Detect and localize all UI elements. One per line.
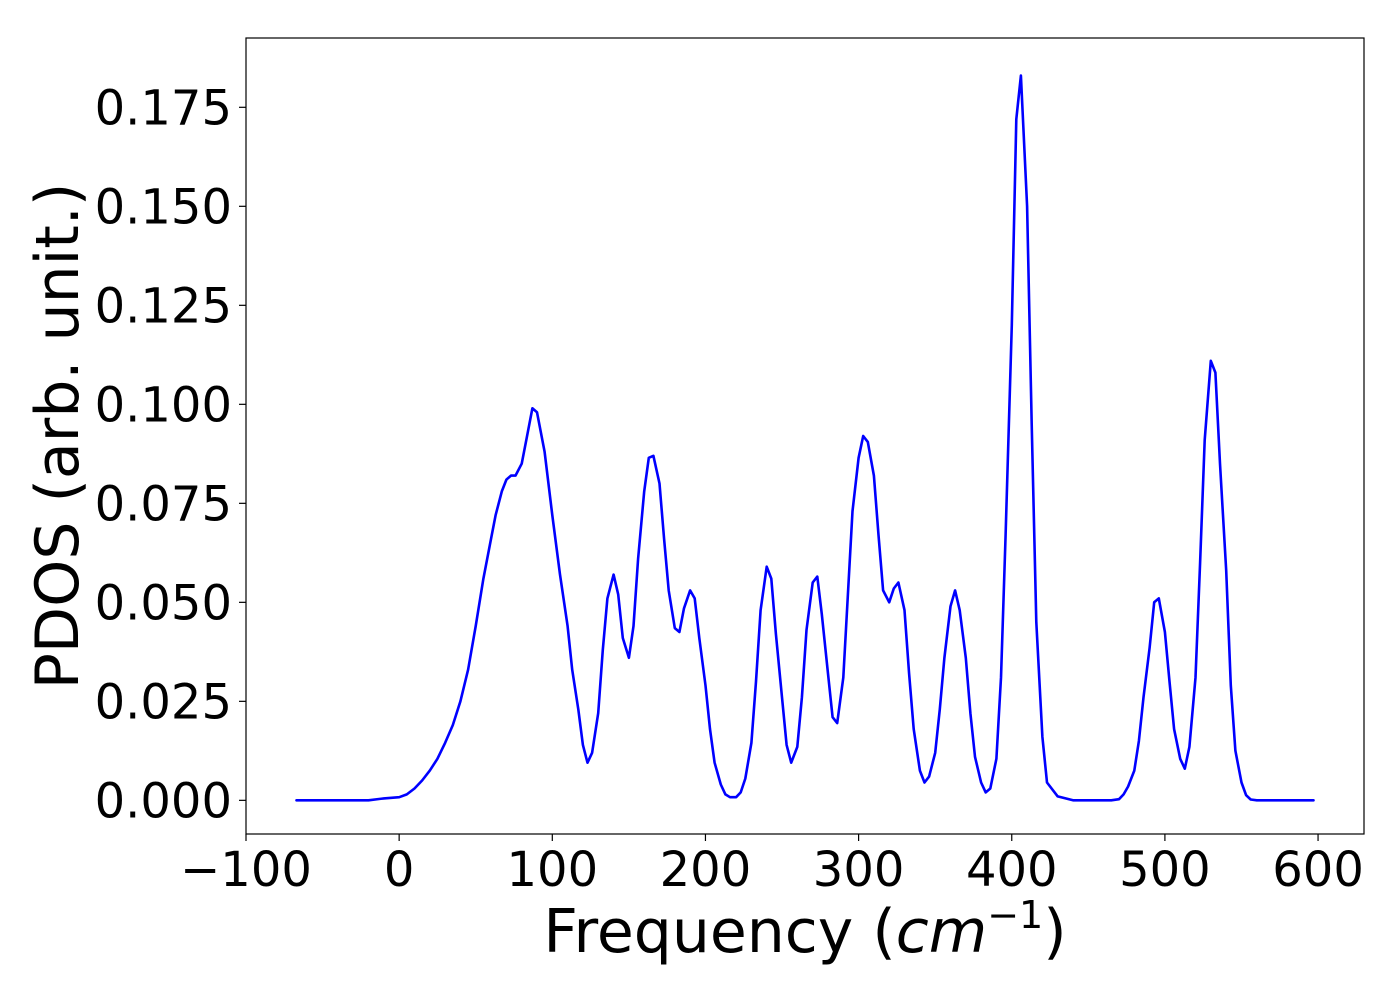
y-axis-label: PDOS (arb. unit.) [23,183,93,690]
axis-ticks [239,106,1319,841]
x-tick-label: −100 [180,842,312,898]
y-tick-label: 0.100 [95,377,232,433]
y-tick-label: 0.150 [95,179,232,235]
x-tick-label: 500 [1119,842,1211,898]
y-tick-label: 0.000 [95,773,232,829]
plot-area-frame [245,37,1365,835]
axis-tick-labels: −100 0 100 200 300 400 500 600 0.000 0.025 0.050 0.… [95,80,1364,898]
y-tick-label: 0.025 [95,674,232,730]
x-tick-label: 200 [660,842,752,898]
x-tick-label: 300 [813,842,905,898]
x-tick-label: 600 [1272,842,1364,898]
y-tick-label: 0.125 [95,278,232,334]
y-tick-label: 0.175 [95,80,232,136]
y-tick-label: 0.075 [95,476,232,532]
x-axis-label: Frequency (cm−1) [543,893,1066,967]
series-layer [295,74,1315,802]
y-tick-label: 0.050 [95,575,232,631]
pdos-series-line-0 [295,74,1315,802]
x-tick-label: 400 [966,842,1058,898]
x-tick-label: 0 [384,842,415,898]
x-tick-label: 100 [506,842,598,898]
